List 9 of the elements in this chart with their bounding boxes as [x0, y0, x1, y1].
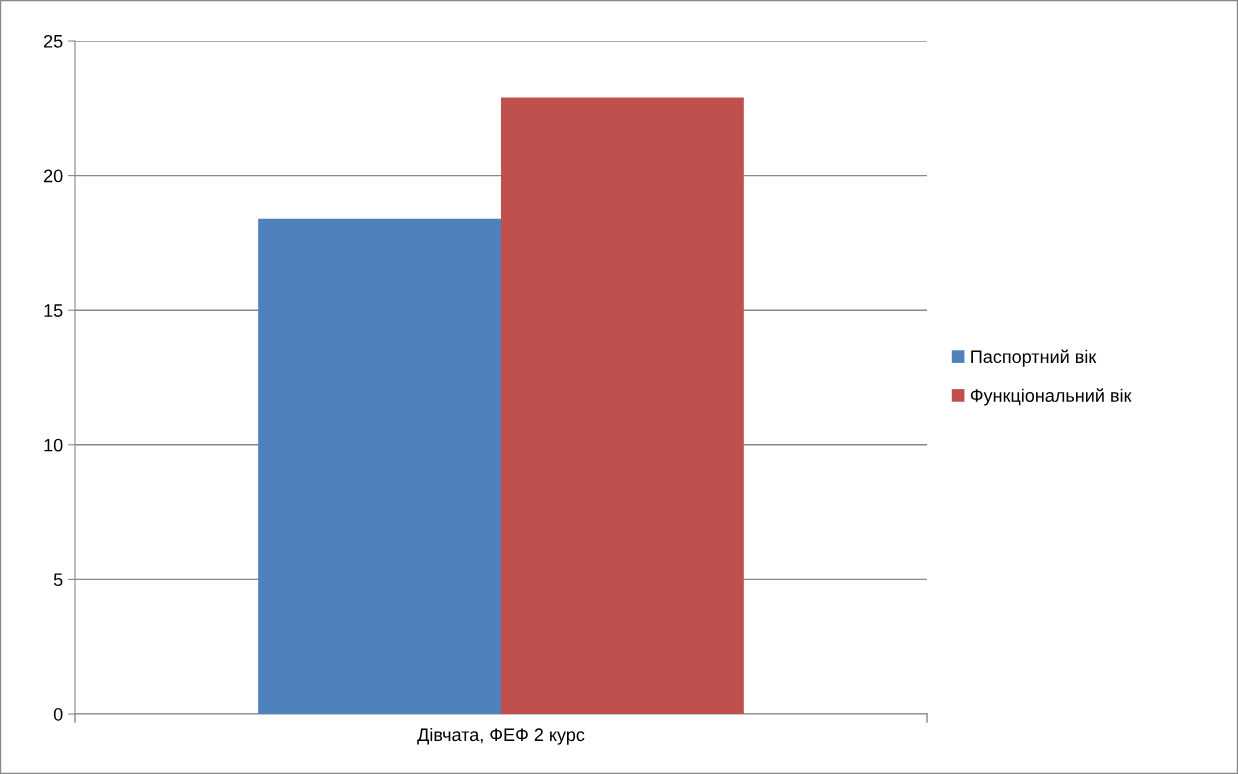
y-tick-label: 5 [53, 573, 63, 587]
x-tick-label: Дівчата, ФЕФ 2 курс [417, 727, 585, 745]
y-tick-label: 20 [44, 169, 63, 183]
legend-label: Паспортний вік [971, 349, 1097, 367]
y-tick-label: 15 [44, 304, 63, 317]
legend-label: Функціональний вік [970, 388, 1132, 406]
y-tick-label: 25 [44, 34, 63, 48]
y-tick-label: 10 [44, 438, 63, 452]
y-tick-label: 0 [53, 707, 63, 721]
